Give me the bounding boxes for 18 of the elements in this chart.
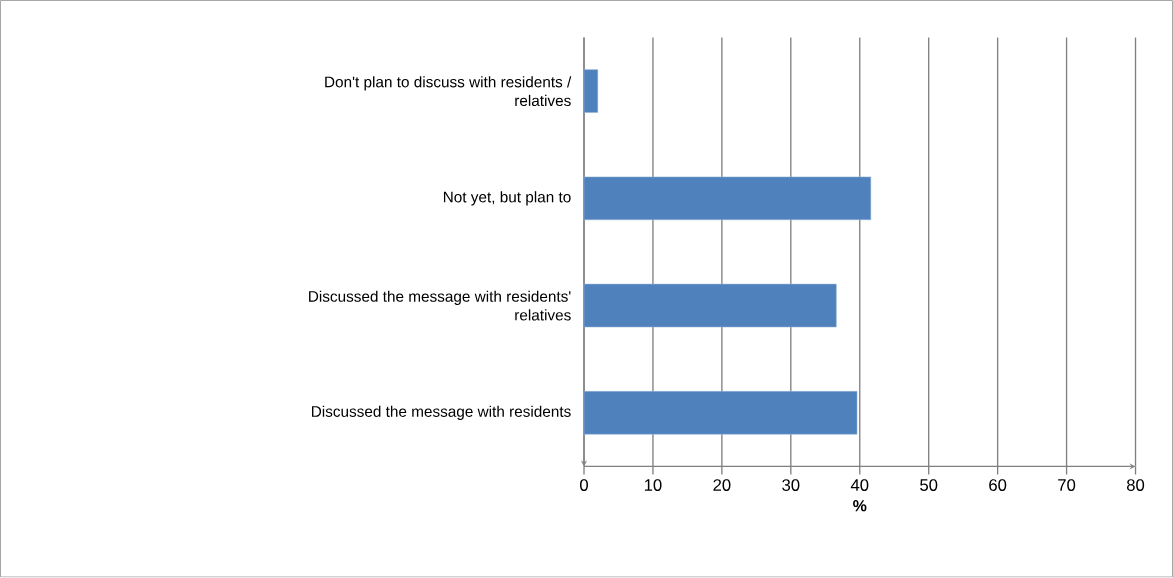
- x-tick-label: 30: [782, 479, 800, 492]
- bar: [583, 284, 837, 328]
- bar: [583, 176, 872, 221]
- x-axis-title: %: [853, 500, 867, 512]
- x-tick-label: 70: [1058, 479, 1076, 492]
- y-tick-label: Discussed the message with residents: [312, 405, 571, 421]
- x-tick-label: 60: [989, 479, 1007, 492]
- y-tick-label: Discussed the message with residents' relatives: [309, 290, 571, 321]
- bar: [583, 69, 599, 114]
- y-tick-label: Don't plan to discuss with residents / relatives: [325, 76, 572, 107]
- bar: [583, 391, 858, 435]
- x-tick-label: 80: [1126, 479, 1145, 492]
- x-tick-label: 40: [850, 479, 869, 492]
- x-tick-label: 50: [920, 479, 938, 492]
- x-tick-label: 20: [713, 479, 731, 492]
- y-tick-label: Not yet, but plan to: [443, 191, 571, 206]
- x-tick-label: 0: [580, 479, 588, 492]
- x-tick-label: 10: [644, 479, 662, 492]
